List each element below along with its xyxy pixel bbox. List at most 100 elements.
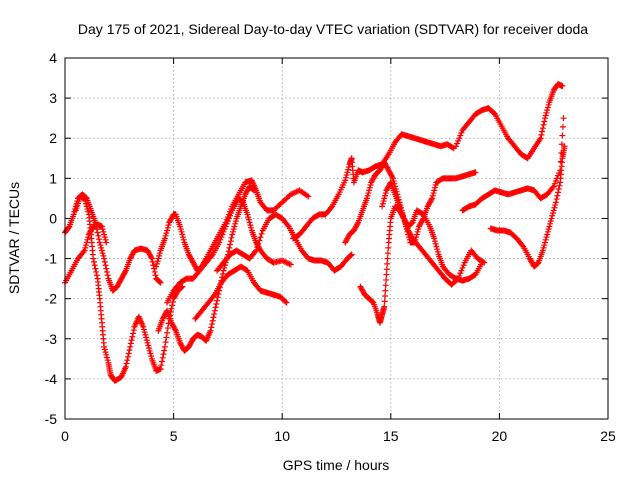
data-point — [222, 223, 229, 230]
data-point — [384, 250, 391, 257]
data-point — [245, 216, 252, 223]
data-point — [542, 239, 549, 246]
data-point — [98, 244, 105, 251]
data-point — [94, 229, 101, 236]
data-series-arc-14 — [459, 115, 567, 214]
data-point — [144, 339, 151, 346]
data-point — [550, 183, 557, 190]
data-series-arc-15 — [487, 143, 568, 270]
data-point — [456, 272, 463, 279]
data-point — [252, 248, 259, 255]
data-point — [220, 228, 227, 235]
data-point — [104, 272, 111, 279]
data-point — [127, 343, 134, 350]
data-series-arc-7 — [192, 263, 290, 322]
data-point — [229, 231, 236, 238]
data-point — [148, 255, 155, 262]
data-series-arc-11 — [357, 203, 486, 326]
data-point — [160, 351, 167, 358]
data-point — [543, 109, 550, 116]
data-point — [452, 143, 459, 150]
data-point — [544, 228, 551, 235]
data-point — [287, 261, 294, 268]
data-point — [449, 144, 456, 151]
data-point — [148, 254, 155, 261]
data-point — [210, 314, 217, 321]
data-point — [179, 231, 186, 238]
data-point — [541, 242, 548, 249]
data-point — [256, 237, 263, 244]
data-point — [559, 132, 566, 139]
data-point — [255, 240, 262, 247]
data-point — [97, 242, 104, 249]
data-point — [552, 199, 559, 206]
data-point — [224, 218, 231, 225]
data-point — [554, 192, 561, 199]
data-point — [389, 173, 396, 180]
data-point — [434, 246, 441, 253]
data-point — [455, 275, 462, 282]
data-point — [257, 234, 264, 241]
data-point — [143, 337, 150, 344]
data-point — [161, 343, 168, 350]
data-point — [227, 238, 234, 245]
data-point — [379, 200, 386, 207]
y-tick-label: -1 — [45, 251, 58, 267]
data-point — [454, 140, 461, 147]
data-point — [254, 244, 261, 251]
data-point — [430, 190, 437, 197]
data-point — [101, 258, 108, 265]
data-point — [220, 267, 227, 274]
data-point — [140, 326, 147, 333]
data-point — [70, 211, 77, 218]
x-tick-label: 10 — [274, 428, 290, 444]
data-point — [455, 137, 462, 144]
data-point — [228, 234, 235, 241]
data-point — [85, 234, 92, 241]
data-point — [122, 268, 129, 275]
data-point — [383, 266, 390, 273]
data-point — [126, 347, 133, 354]
data-point — [432, 240, 439, 247]
x-tick-label: 15 — [383, 428, 399, 444]
data-point — [383, 271, 390, 278]
data-series-arc-6 — [164, 195, 294, 306]
data-point — [244, 211, 251, 218]
data-point — [283, 299, 290, 306]
data-point — [213, 301, 220, 308]
data-point — [179, 283, 186, 290]
data-point — [537, 135, 544, 142]
data-point — [365, 190, 372, 197]
data-point — [556, 182, 563, 189]
data-point — [153, 260, 160, 267]
data-point — [381, 303, 388, 310]
data-point — [96, 239, 103, 246]
data-series-arc-13 — [452, 81, 566, 162]
data-point — [178, 284, 185, 291]
x-axis-label: GPS time / hours — [283, 457, 390, 473]
data-point — [82, 242, 89, 249]
data-point — [552, 178, 559, 185]
data-point — [547, 220, 554, 227]
data-series-arc-8 — [214, 211, 355, 274]
data-point — [80, 248, 87, 255]
data-point — [223, 220, 230, 227]
data-point — [82, 200, 89, 207]
data-point — [429, 195, 436, 202]
data-point — [161, 347, 168, 354]
data-point — [385, 244, 392, 251]
data-point — [164, 325, 171, 332]
data-point — [546, 223, 553, 230]
data-point — [328, 204, 335, 211]
data-point — [363, 195, 370, 202]
data-point — [544, 231, 551, 238]
data-point — [169, 299, 176, 306]
data-point — [250, 187, 257, 194]
data-point — [90, 258, 97, 265]
data-point — [382, 192, 389, 199]
data-point — [102, 262, 109, 269]
data-point — [172, 326, 179, 333]
data-point — [221, 226, 228, 233]
data-point — [366, 184, 373, 191]
data-point — [383, 276, 390, 283]
